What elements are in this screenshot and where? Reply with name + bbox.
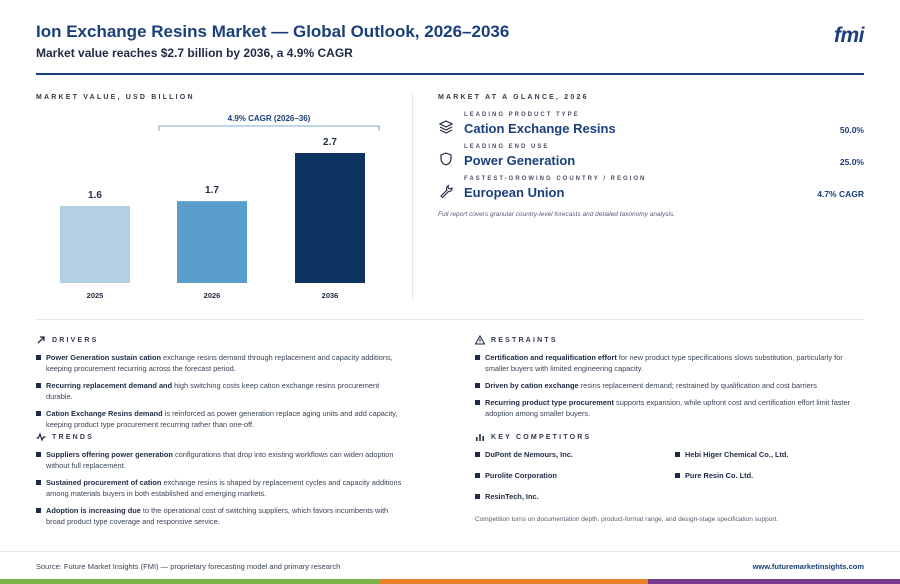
glance-row-product-type: LEADING PRODUCT TYPE Cation Exchange Res…: [438, 112, 864, 144]
bar-value-label: 1.6: [88, 190, 102, 201]
competitors-heading: KEY COMPETITORS: [475, 432, 591, 442]
competitor-item: Pure Resin Co. Ltd.: [675, 471, 753, 480]
market-value-chart: 1.6 2025 1.7 2026 2.7 2036 4.9% CAGR (2026–36): [60, 114, 380, 300]
competitor-item: DuPont de Nemours, Inc.: [475, 450, 573, 459]
footer-rule: [0, 551, 900, 552]
x-tick-label: 2026: [204, 291, 221, 300]
warning-icon: [475, 335, 485, 345]
glance-label: FASTEST-GROWING COUNTRY / REGION: [464, 176, 647, 182]
list-item: Adoption is increasing due to the operat…: [36, 505, 406, 527]
pulse-icon: [36, 432, 46, 442]
list-item: Certification and requalification effort…: [475, 352, 865, 374]
glance-share: 25.0%: [839, 157, 864, 167]
chart-section-label: MARKET VALUE, USD BILLION: [36, 94, 195, 101]
trends-list: Suppliers offering power generation conf…: [36, 449, 406, 533]
shield-icon: [440, 152, 452, 166]
x-tick-label: 2036: [322, 291, 339, 300]
glance-row-end-use: LEADING END USE Power Generation 25.0%: [438, 144, 864, 176]
x-tick-label: 2025: [87, 291, 104, 300]
competitor-item: ResinTech, Inc.: [475, 492, 539, 501]
header-rule: [36, 73, 864, 75]
glance-label: LEADING PRODUCT TYPE: [464, 112, 580, 118]
fmi-logo[interactable]: fmi: [834, 24, 865, 47]
trends-label: TRENDS: [52, 433, 94, 441]
bar-value-label: 2.7: [323, 137, 337, 148]
footer-strip-orange: [380, 579, 648, 584]
glance-share: 4.7% CAGR: [817, 189, 864, 199]
list-item: Recurring replacement demand and high sw…: [36, 380, 406, 402]
list-item: Driven by cation exchange resins replace…: [475, 380, 865, 391]
source-note: Source: Future Market Insights (FMI) — p…: [36, 562, 341, 571]
section-divider: [36, 319, 864, 320]
drivers-label: DRIVERS: [52, 336, 99, 344]
website-link[interactable]: www.futuremarketinsights.com: [752, 562, 864, 571]
list-item: Sustained procurement of cation exchange…: [36, 477, 406, 499]
competitors-note: Competition turns on documentation depth…: [475, 516, 779, 523]
arrow-up-right-icon: [37, 336, 45, 344]
trends-heading: TRENDS: [36, 432, 94, 442]
restraints-label: RESTRAINTS: [491, 336, 558, 344]
bar-2036: [295, 153, 365, 283]
competitor-item: Purolite Corporation: [475, 471, 557, 480]
footer-strip-green: [0, 579, 380, 584]
competitor-item: Hebi Higer Chemical Co., Ltd.: [675, 450, 788, 459]
glance-value: Cation Exchange Resins: [464, 121, 616, 136]
layers-icon: [438, 120, 454, 134]
drivers-heading: DRIVERS: [36, 335, 99, 345]
bar-chart-icon: [476, 434, 484, 441]
glance-value: European Union: [464, 185, 565, 200]
glance-footnote: Full report covers granular country-leve…: [438, 211, 676, 218]
glance-share: 50.0%: [839, 125, 864, 135]
cagr-annotation: 4.9% CAGR (2026–36): [228, 114, 311, 123]
glance-value: Power Generation: [464, 153, 576, 168]
list-item: Suppliers offering power generation conf…: [36, 449, 406, 471]
bar-value-label: 1.7: [205, 185, 219, 196]
page-title: Ion Exchange Resins Market — Global Outl…: [36, 22, 510, 41]
glance-label: LEADING END USE: [464, 144, 550, 150]
bar-2026: [177, 201, 247, 283]
wrench-icon: [440, 184, 453, 199]
glance-section-label: MARKET AT A GLANCE, 2026: [438, 94, 589, 101]
drivers-list: Power Generation sustain cation exchange…: [36, 352, 406, 436]
competitors-label: KEY COMPETITORS: [491, 433, 592, 441]
restraints-heading: RESTRAINTS: [475, 335, 558, 345]
glance-row-region: FASTEST-GROWING COUNTRY / REGION Europea…: [438, 176, 864, 208]
list-item: Cation Exchange Resins demand is reinfor…: [36, 408, 406, 430]
list-item: Recurring product type procurement suppo…: [475, 397, 865, 419]
bar-2025: [60, 205, 130, 283]
restraints-list: Certification and requalification effort…: [475, 352, 865, 425]
vertical-divider: [412, 94, 413, 300]
page-subtitle: Market value reaches $2.7 billion by 203…: [36, 46, 353, 60]
cagr-bracket: [158, 125, 380, 131]
list-item: Power Generation sustain cation exchange…: [36, 352, 406, 374]
footer-strip-purple: [648, 579, 900, 584]
